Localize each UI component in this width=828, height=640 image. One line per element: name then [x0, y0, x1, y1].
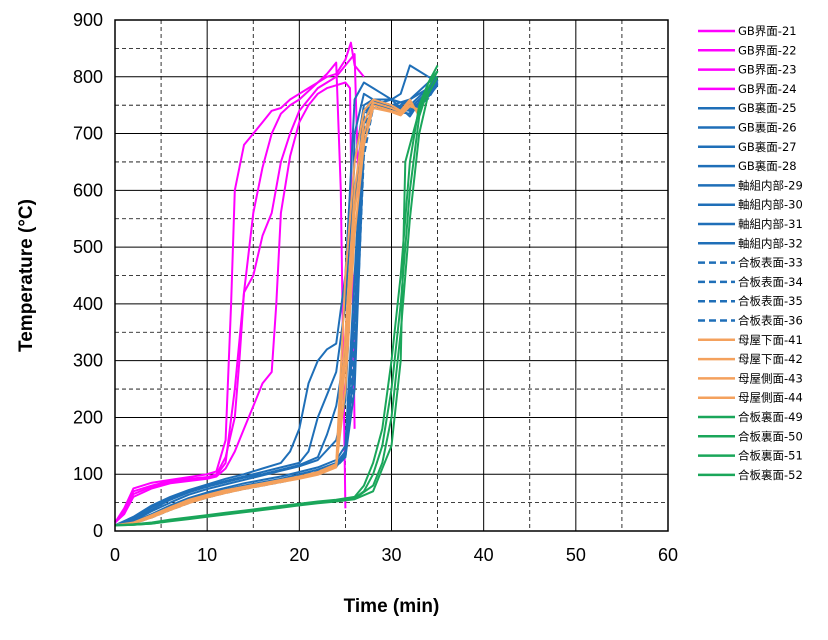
x-axis-title: Time (min)	[344, 596, 440, 617]
series-line-2	[114, 61, 347, 524]
x-tick-label: 30	[381, 545, 401, 565]
legend-label: GB裏面-26	[738, 121, 797, 135]
y-tick-label: 100	[73, 464, 103, 484]
y-tick-label: 200	[73, 407, 103, 427]
y-axis-title: Temperature (°C)	[16, 199, 37, 352]
y-tick-label: 600	[73, 180, 103, 200]
series-line-5	[114, 64, 439, 527]
x-tick-label: 10	[197, 545, 217, 565]
grid	[115, 20, 668, 531]
legend-label: 合板裏面-52	[738, 468, 803, 482]
legend-label: 合板裏面-50	[738, 429, 803, 443]
x-tick-label: 40	[474, 545, 494, 565]
y-tick-label: 500	[73, 237, 103, 257]
series-line-9	[114, 76, 439, 527]
series-line-17	[114, 98, 421, 527]
x-tick-label: 60	[658, 545, 678, 565]
x-tick-label: 0	[110, 545, 120, 565]
series-line-20	[114, 105, 420, 527]
legend-label: 軸組内部-31	[738, 217, 803, 231]
legend-label: GB界面-23	[738, 63, 797, 77]
legend-label: GB裏面-27	[738, 140, 797, 154]
legend-label: 合板裏面-51	[738, 449, 803, 463]
x-tick-label: 20	[289, 545, 309, 565]
legend-label: GB界面-22	[738, 43, 797, 57]
series-line-3	[114, 53, 361, 524]
y-tick-label: 400	[73, 294, 103, 314]
legend-label: GB裏面-28	[738, 159, 797, 173]
plot-area-frame	[114, 19, 669, 532]
y-tick-label: 300	[73, 351, 103, 371]
y-tick-label: 900	[73, 10, 103, 30]
legend-label: 母屋側面-44	[738, 391, 803, 405]
legend: GB界面-21 GB界面-22 GB界面-23 GB界面-24 GB裏面-25 GB裏面-…	[698, 24, 803, 482]
legend-label: GB裏面-25	[738, 101, 797, 115]
series-line-4	[114, 81, 356, 524]
series-line-1	[114, 41, 365, 524]
x-tick-labels: 0 10 20 30 40 50 60	[110, 545, 678, 565]
legend-label: 軸組内部-32	[738, 236, 803, 250]
legend-label: 合板表面-36	[738, 314, 803, 328]
legend-label: 軸組内部-29	[738, 178, 803, 192]
y-tick-labels: 0 100 200 300 400 500 600 700 800 900	[73, 10, 103, 541]
legend-label: 合板表面-33	[738, 256, 803, 270]
legend-label: 母屋側面-43	[738, 371, 803, 385]
legend-label: 母屋下面-41	[738, 333, 803, 347]
legend-label: 合板裏面-49	[738, 410, 803, 424]
series-lines	[114, 41, 439, 527]
legend-label: 合板表面-34	[738, 275, 803, 289]
legend-label: 軸組内部-30	[738, 198, 803, 212]
y-tick-label: 700	[73, 124, 103, 144]
legend-label: 母屋下面-42	[738, 352, 803, 366]
legend-label: GB界面-24	[738, 82, 797, 96]
y-tick-label: 800	[73, 67, 103, 87]
x-tick-label: 50	[566, 545, 586, 565]
legend-label: 合板表面-35	[738, 294, 803, 308]
series-line-24	[114, 70, 439, 527]
legend-label: GB界面-21	[738, 24, 797, 38]
y-tick-label: 0	[93, 521, 103, 541]
